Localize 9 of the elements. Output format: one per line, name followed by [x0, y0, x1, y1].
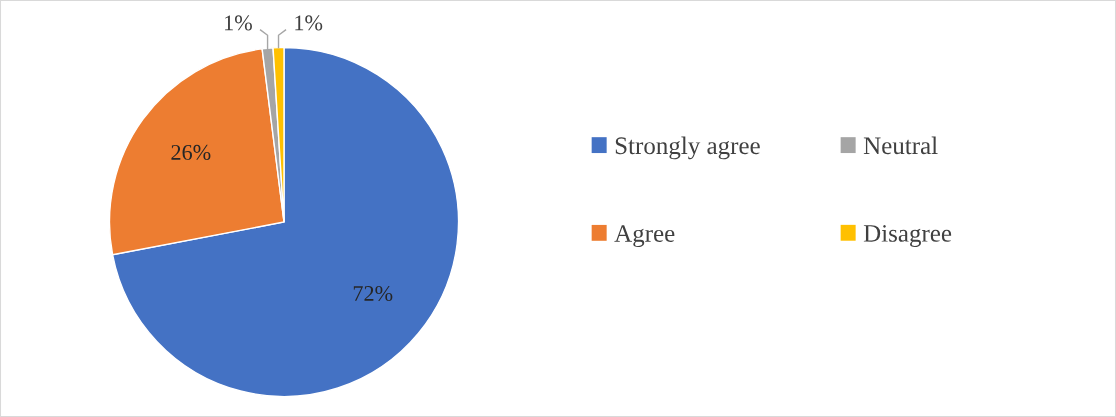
legend-label: Neutral	[863, 136, 938, 155]
data-label: 1%	[225, 15, 252, 31]
data-label: 1%	[295, 15, 323, 31]
legend-label: Disagree	[863, 225, 952, 247]
legend-label: Agree	[614, 225, 675, 248]
data-label: 72%	[353, 285, 393, 302]
legend-label: Strongly agree	[615, 136, 760, 160]
pie-slice	[111, 46, 460, 398]
data-label: 26%	[171, 144, 211, 160]
